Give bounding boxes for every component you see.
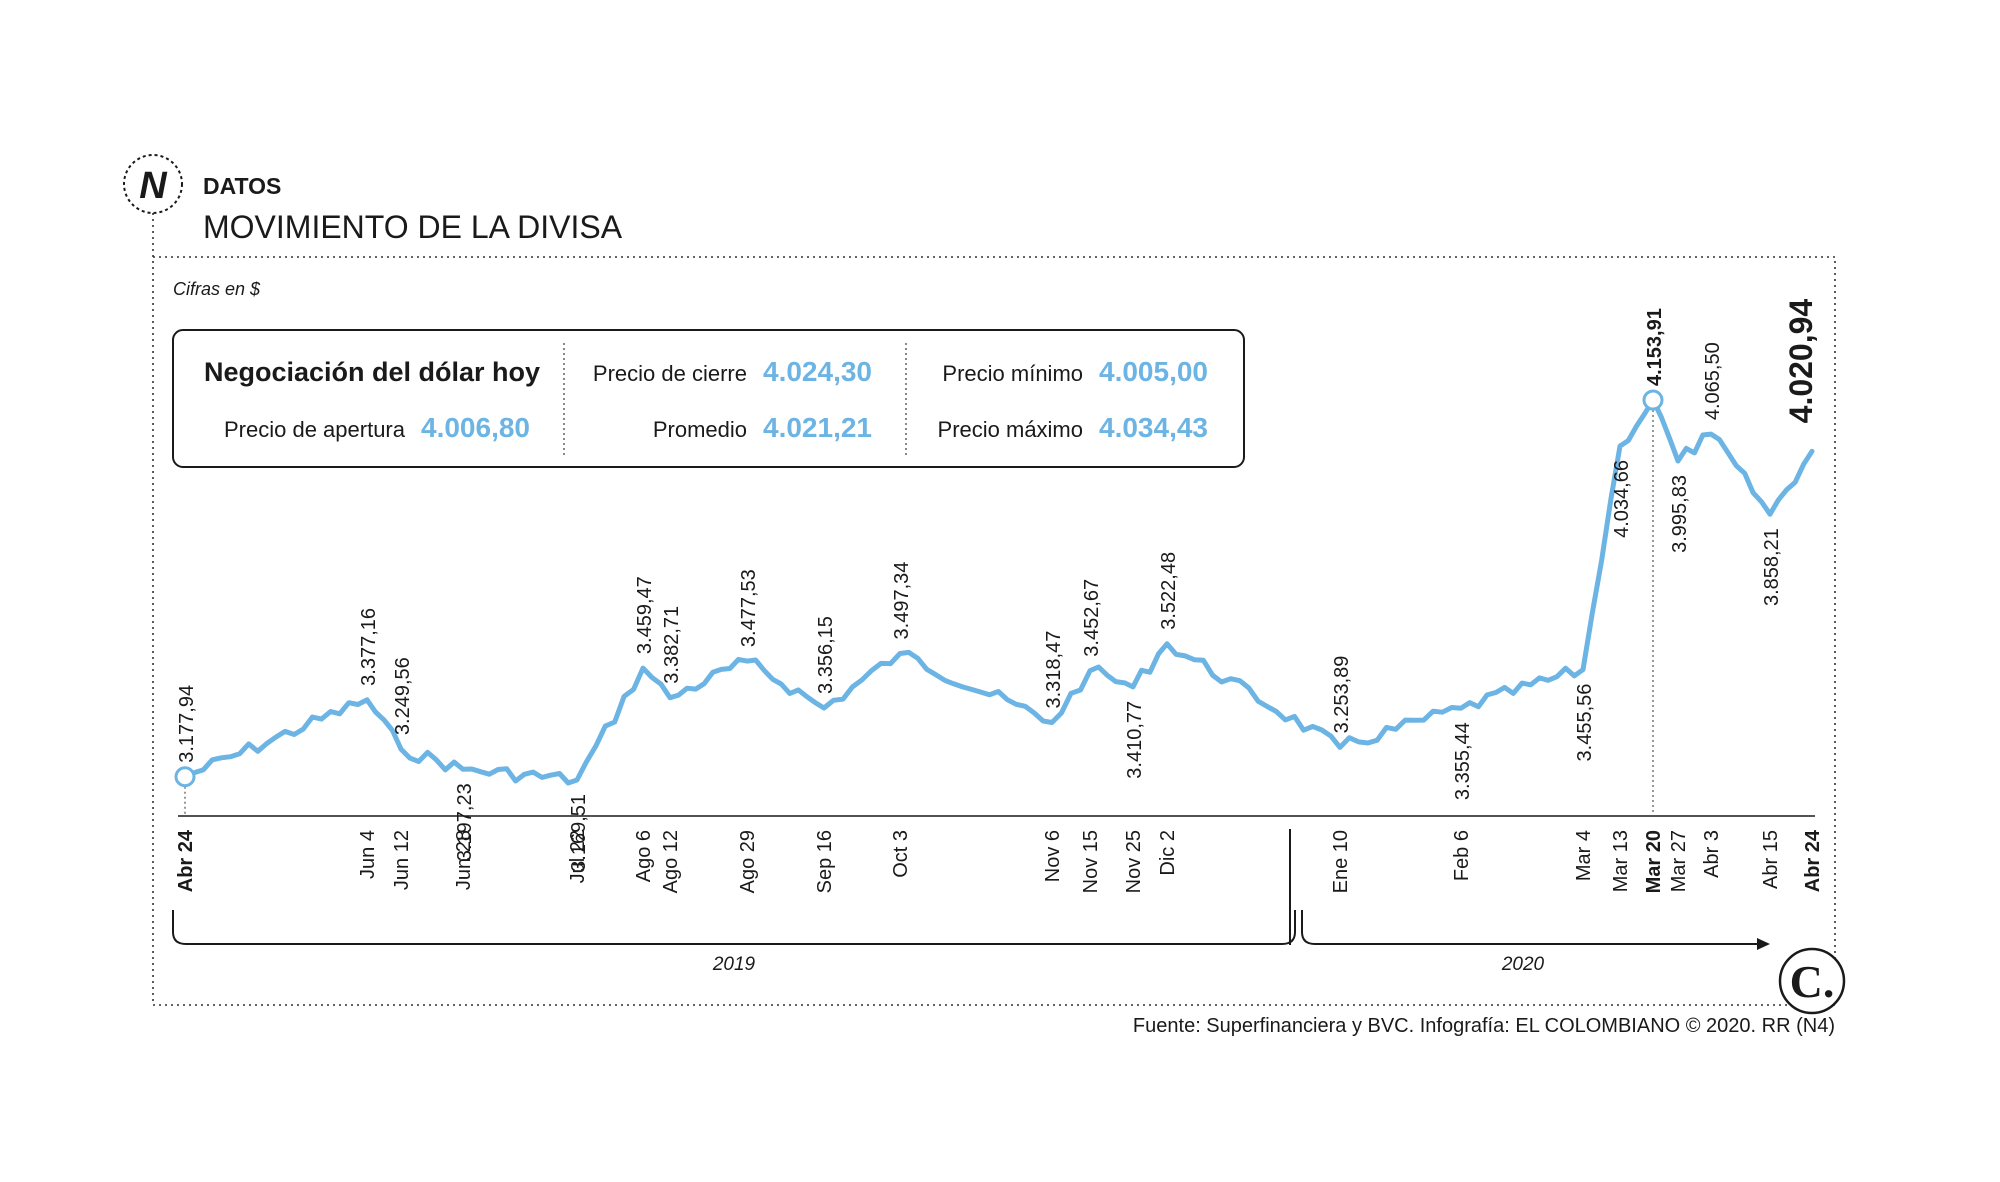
header: N DATOS MOVIMIENTO DE LA DIVISA	[123, 154, 623, 245]
summary-box-border	[172, 329, 1245, 468]
point-label: 3.477,53	[738, 569, 760, 647]
min-price-value: 4.005,00	[1099, 356, 1208, 387]
x-tick-label: Jun 4	[357, 830, 379, 879]
x-tick-label: Jun 12	[391, 830, 413, 890]
logo-circle-icon	[123, 154, 183, 214]
x-tick-label: Jul 22	[567, 830, 589, 883]
x-tick-label: Nov 6	[1042, 830, 1064, 882]
brand-circle-icon	[1778, 947, 1846, 1015]
exchange-rate-chart: 3.177,94 3.377,16 3.249,56 3.197,23 3.169,51…	[172, 299, 1824, 975]
point-label: 3.522,48	[1158, 552, 1180, 630]
x-tick-label: Mar 20	[1643, 830, 1665, 893]
brand-mark: C.	[1778, 947, 1846, 1015]
highlight-marker	[174, 766, 196, 788]
units-note: Cifras en $	[173, 279, 261, 299]
summary-box: Negociación del dólar hoy Precio de aper…	[172, 329, 1245, 468]
year-label-2019: 2019	[712, 954, 756, 975]
point-label: 3.253,89	[1331, 656, 1353, 734]
x-tick-label: Mar 13	[1610, 830, 1632, 892]
point-label: 3.497,34	[891, 562, 913, 640]
closing-price-value: 4.024,30	[763, 356, 872, 387]
point-label: 3.459,47	[634, 576, 656, 654]
highlight-marker	[1642, 389, 1664, 411]
point-label: 3.356,15	[815, 616, 837, 694]
max-price-value: 4.034,43	[1099, 412, 1208, 443]
x-tick-label: Nov 15	[1080, 830, 1102, 893]
point-label: 3.410,77	[1124, 701, 1146, 779]
x-tick-label: Ago 6	[633, 830, 655, 882]
opening-price-label: Precio de apertura	[224, 417, 406, 442]
x-tick-label: Feb 6	[1451, 830, 1473, 881]
arrow-right-icon	[1757, 938, 1770, 950]
min-price-label: Precio mínimo	[942, 361, 1083, 386]
page-title: MOVIMIENTO DE LA DIVISA	[203, 209, 623, 245]
x-tick-label: Abr 3	[1701, 830, 1723, 878]
point-label: 3.377,16	[358, 608, 380, 686]
point-label: 3.382,71	[661, 606, 683, 684]
average-price-label: Promedio	[653, 417, 747, 442]
section-label: DATOS	[203, 173, 281, 199]
point-label: 3.177,94	[176, 685, 198, 763]
summary-heading: Negociación del dólar hoy	[204, 357, 540, 387]
point-label: 4.020,94	[1783, 299, 1819, 424]
x-tick-label: Nov 25	[1123, 830, 1145, 893]
point-labels: 3.177,94 3.377,16 3.249,56 3.197,23 3.169,51…	[176, 299, 1819, 872]
point-label: 3.318,47	[1043, 631, 1065, 709]
point-label: 4.153,91	[1644, 308, 1666, 386]
year-label-2020: 2020	[1501, 954, 1545, 975]
closing-price-label: Precio de cierre	[593, 361, 747, 386]
max-price-label: Precio máximo	[938, 417, 1083, 442]
year-bracket-2019	[172, 910, 1296, 945]
x-tick-label: Mar 27	[1668, 830, 1690, 892]
x-tick-label: Ago 29	[737, 830, 759, 893]
point-label: 4.034,66	[1611, 460, 1633, 538]
x-tick-label: Abr 24	[175, 829, 197, 892]
point-label: 3.452,67	[1081, 579, 1103, 657]
average-price-value: 4.021,21	[763, 412, 872, 443]
point-label: 3.995,83	[1669, 475, 1691, 553]
logo-letter: N	[139, 165, 168, 207]
x-tick-label: Mar 4	[1573, 830, 1595, 881]
x-tick-label: Ago 12	[660, 830, 682, 893]
opening-price-value: 4.006,80	[421, 412, 530, 443]
x-tick-label: Jun 28	[453, 830, 475, 890]
point-label: 3.249,56	[392, 657, 414, 735]
x-tick-label: Dic 2	[1157, 830, 1179, 876]
point-label: 3.355,44	[1452, 722, 1474, 800]
x-tick-label: Sep 16	[814, 830, 836, 893]
x-tick-labels: Abr 24 Jun 4 Jun 12 Jun 28 Jul 22 Ago 6 Ago 12…	[175, 829, 1824, 893]
point-label: 3.169,51	[568, 794, 590, 872]
year-bracket-2020	[1301, 910, 1752, 945]
x-tick-label: Ene 10	[1330, 830, 1352, 893]
series-line	[182, 397, 1815, 786]
point-label: 3.858,21	[1761, 528, 1783, 606]
x-tick-label: Oct 3	[890, 830, 912, 878]
x-tick-label: Abr 15	[1760, 830, 1782, 889]
point-label: 3.455,56	[1574, 684, 1596, 762]
point-label: 3.197,23	[454, 783, 476, 861]
point-label: 4.065,50	[1702, 342, 1724, 420]
brand-logo: C.	[1790, 956, 1835, 1007]
highlight-markers	[174, 389, 1664, 788]
x-tick-label: Abr 24	[1802, 829, 1824, 892]
source-credit: Fuente: Superfinanciera y BVC. Infografí…	[1133, 1015, 1835, 1037]
